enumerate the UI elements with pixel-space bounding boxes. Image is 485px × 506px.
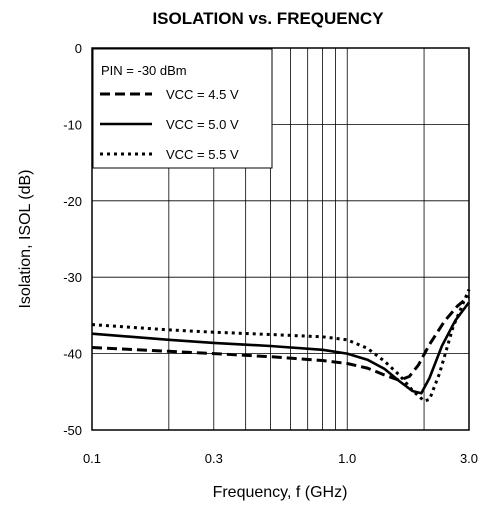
y-tick-label: 0 [75,41,82,56]
legend: PIN = -30 dBm VCC = 4.5 V VCC = 5.0 V VCC … [92,48,273,169]
x-tick-label: 1.0 [338,451,356,466]
y-tick-label: -20 [63,194,82,209]
y-tick-label: -50 [63,423,82,438]
legend-label: VCC = 5.0 V [166,117,239,132]
series-line [91,288,471,403]
x-tick-labels: 0.1 0.3 1.0 3.0 [83,451,478,466]
chart-title: ISOLATION vs. FREQUENCY [152,9,384,28]
series-line [91,301,471,395]
legend-label: VCC = 5.5 V [166,147,239,162]
x-axis-label: Frequency, f (GHz) [213,484,348,501]
y-tick-label: -10 [63,117,82,132]
plot-frame [91,47,470,431]
x-tick-label: 0.1 [83,451,101,466]
y-tick-labels: 0 -10 -20 -30 -40 -50 [63,41,82,438]
legend-header: PIN = -30 dBm [101,63,187,78]
legend-box [92,48,273,169]
x-tick-label: 3.0 [460,451,478,466]
series-line [91,295,470,382]
y-tick-label: -30 [63,270,82,285]
x-tick-label: 0.3 [205,451,223,466]
series-layer [91,288,471,403]
legend-label: VCC = 4.5 V [166,87,239,102]
y-axis-label: Isolation, ISOL (dB) [17,169,34,308]
y-tick-label: -40 [63,347,82,362]
